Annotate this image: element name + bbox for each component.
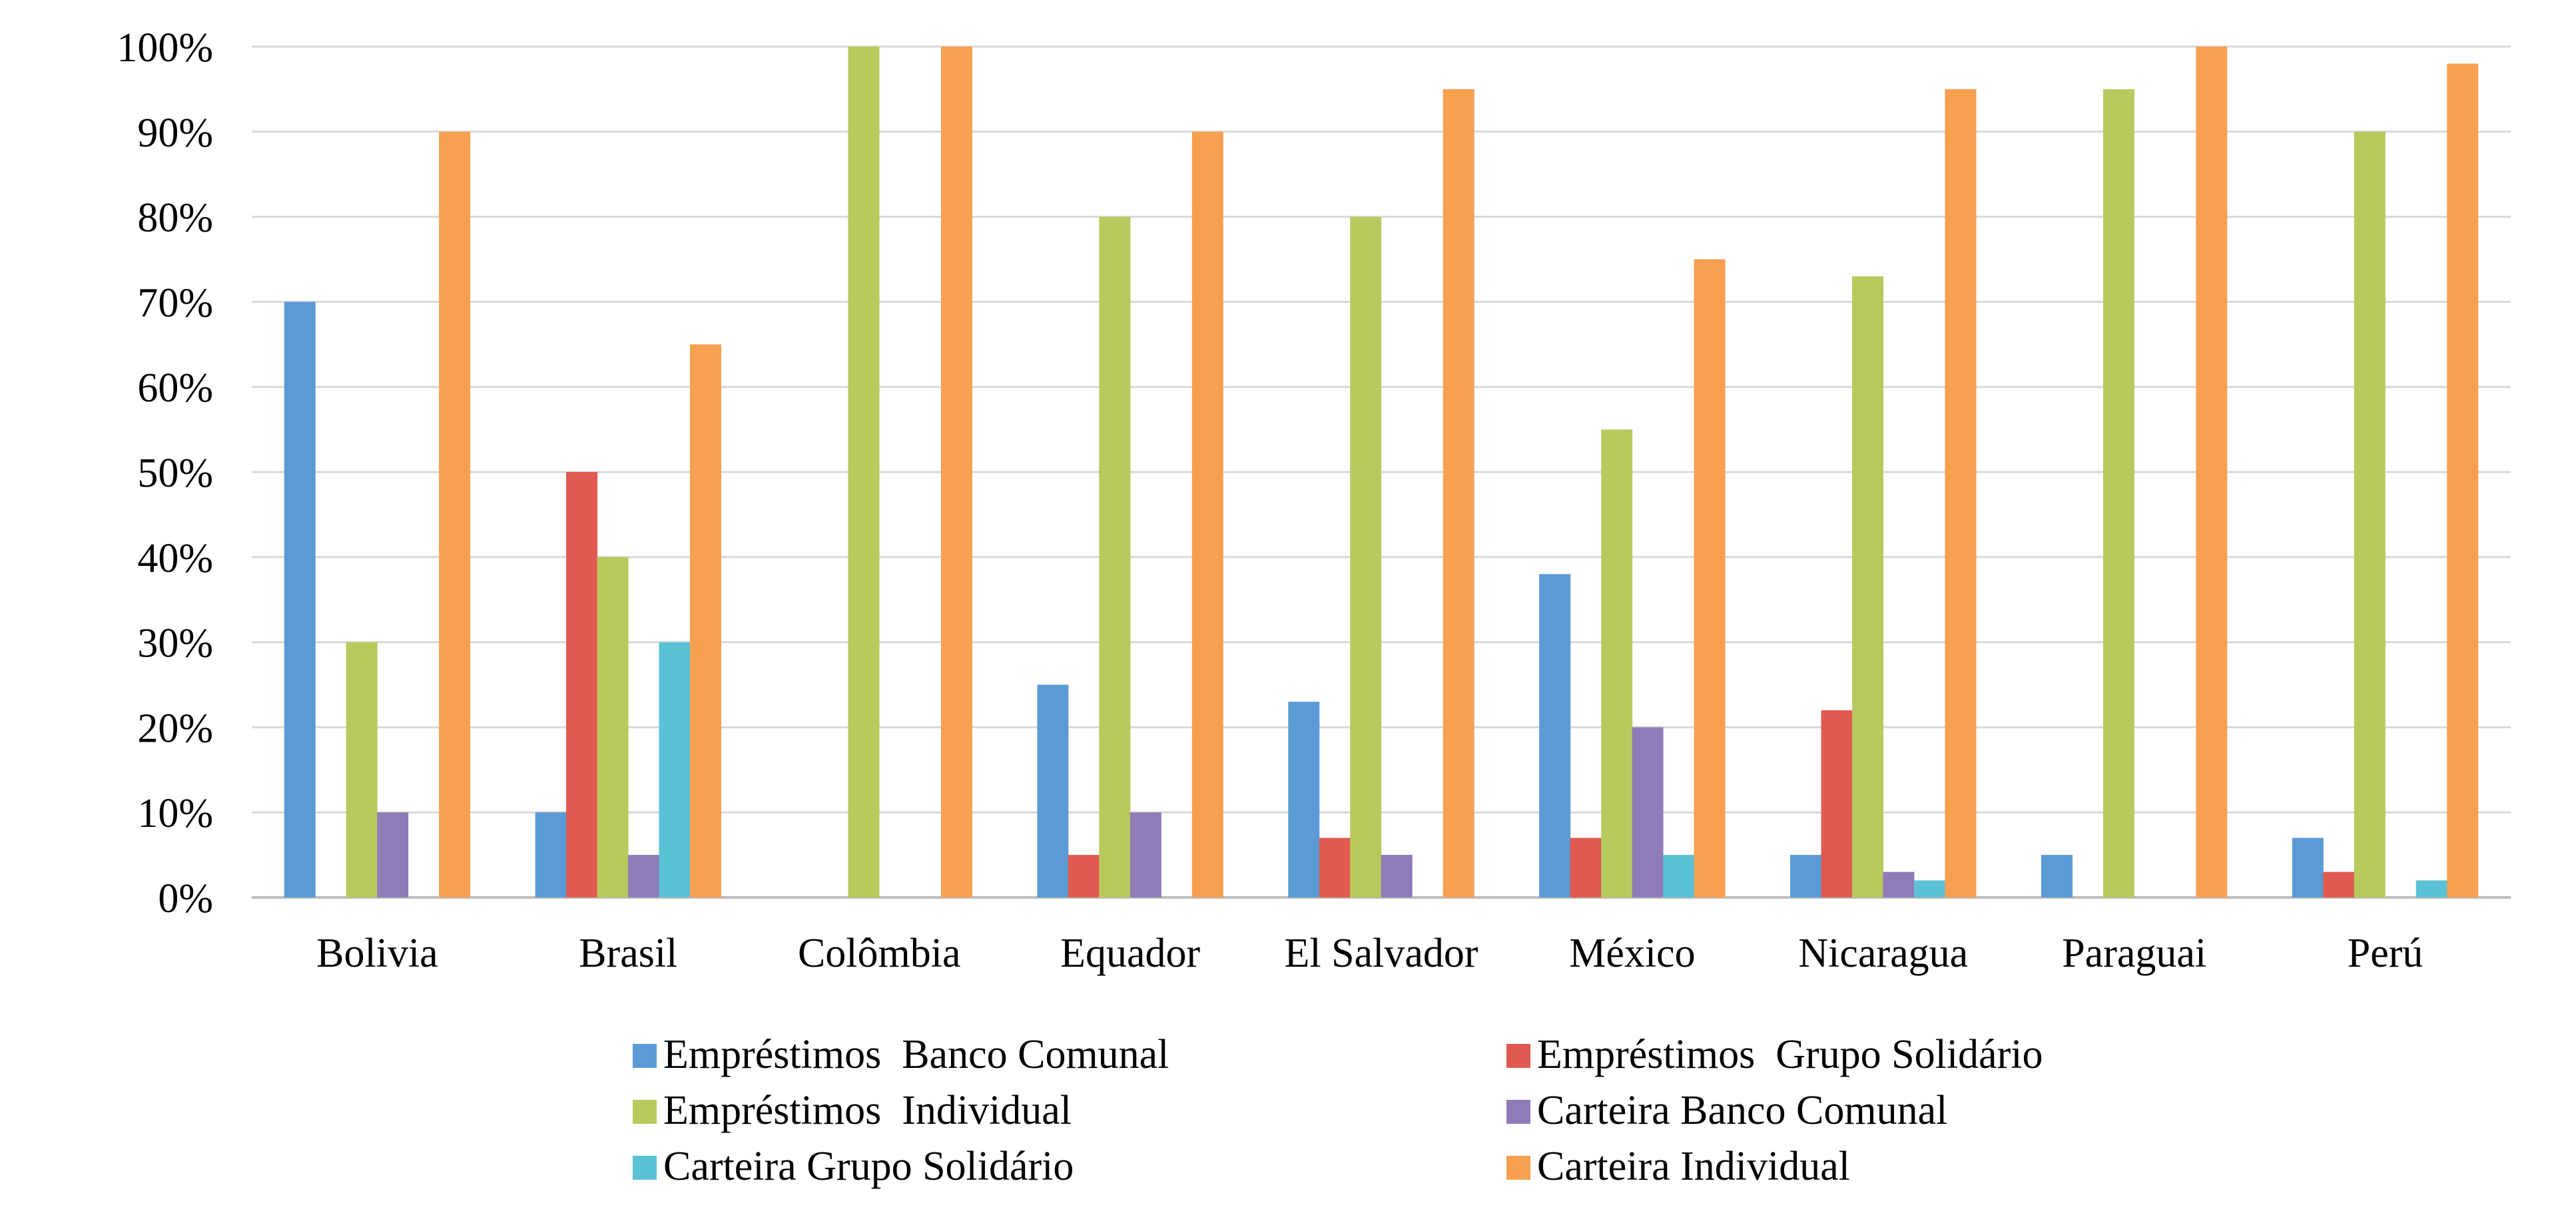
bar-1-nicaragua <box>1790 855 1822 897</box>
x-axis-tick-labels: Bolivia Brasil Colômbia Equador El Salvador M… <box>316 931 2423 976</box>
legend-swatch <box>633 1100 657 1124</box>
bar-2-perú <box>2323 871 2355 897</box>
legend-label: Carteira Grupo Solidário <box>663 1144 1074 1189</box>
bar-2-nicaragua <box>1821 710 1853 897</box>
bar-1-brasil <box>535 812 567 897</box>
bar-6-méxico <box>1694 259 1726 897</box>
bar-1-equador <box>1037 684 1069 897</box>
x-tick-label: Equador <box>1060 931 1200 976</box>
bar-4-méxico <box>1632 727 1664 897</box>
bar-1-paraguai <box>2041 855 2073 897</box>
x-tick-label: Nicaragua <box>1798 931 1968 976</box>
bar-4-el-salvador <box>1381 855 1413 897</box>
bar-1-bolivia <box>284 302 316 897</box>
legend-label: Carteira Banco Comunal <box>1537 1088 1947 1133</box>
bar-3-el-salvador <box>1350 216 1382 898</box>
y-tick-label: 10% <box>137 791 213 836</box>
x-tick-label: El Salvador <box>1285 931 1478 976</box>
y-tick-label: 80% <box>137 196 213 241</box>
y-tick-label: 90% <box>137 111 213 156</box>
x-tick-label: Colômbia <box>798 931 961 976</box>
legend-swatch <box>1506 1156 1530 1180</box>
bar-2-el-salvador <box>1319 838 1351 897</box>
y-tick-label: 0% <box>158 876 213 921</box>
bar-6-perú <box>2447 63 2479 897</box>
bar-6-brasil <box>690 344 722 897</box>
bar-4-nicaragua <box>1883 871 1915 897</box>
legend-label: Carteira Individual <box>1537 1144 1850 1189</box>
bar-5-brasil <box>659 642 691 897</box>
y-axis-tick-labels: 0% 10% 20% 30% 40% 50% 60% 70% 80% 90% 100% <box>117 25 213 921</box>
legend-swatch <box>633 1044 657 1068</box>
bar-2-méxico <box>1570 838 1602 897</box>
y-tick-label: 30% <box>137 621 213 666</box>
x-tick-label: Bolivia <box>316 931 438 976</box>
bar-6-colômbia <box>940 47 972 897</box>
legend: Empréstimos Banco Comunal Empréstimos Gru… <box>633 1032 2043 1189</box>
bar-3-brasil <box>597 557 629 897</box>
bar-1-perú <box>2292 838 2324 897</box>
legend-label: Empréstimos Banco Comunal <box>663 1032 1169 1077</box>
legend-swatch <box>1506 1044 1530 1068</box>
bar-6-nicaragua <box>1945 89 1977 897</box>
y-tick-label: 40% <box>137 536 213 581</box>
bar-6-el-salvador <box>1443 89 1474 897</box>
bar-6-paraguai <box>2196 47 2228 897</box>
bar-4-brasil <box>628 855 660 897</box>
x-tick-label: Perú <box>2348 931 2423 976</box>
x-tick-label: México <box>1569 931 1695 976</box>
bar-3-perú <box>2354 131 2386 897</box>
bar-5-nicaragua <box>1914 880 1946 897</box>
bar-3-nicaragua <box>1852 276 1884 897</box>
y-tick-label: 50% <box>137 451 213 496</box>
bar-2-brasil <box>566 472 598 897</box>
bar-3-equador <box>1099 216 1131 898</box>
bar-5-méxico <box>1663 855 1695 897</box>
bar-4-bolivia <box>377 812 409 897</box>
y-tick-label: 70% <box>137 280 213 326</box>
y-tick-label: 20% <box>137 706 213 751</box>
bar-1-el-salvador <box>1288 702 1320 897</box>
bars <box>284 47 2479 898</box>
legend-swatch <box>1506 1100 1530 1124</box>
legend-label: Empréstimos Individual <box>663 1088 1072 1133</box>
y-tick-label: 100% <box>117 25 213 71</box>
bar-6-equador <box>1191 131 1223 897</box>
bar-3-colômbia <box>848 47 880 897</box>
bar-5-perú <box>2415 880 2447 897</box>
bar-3-paraguai <box>2102 89 2134 897</box>
bar-3-bolivia <box>346 642 378 897</box>
legend-swatch <box>633 1156 657 1180</box>
bar-2-equador <box>1068 855 1100 897</box>
bar-4-equador <box>1129 812 1161 897</box>
bar-6-bolivia <box>439 131 471 897</box>
x-tick-label: Brasil <box>579 931 677 976</box>
bar-1-méxico <box>1539 574 1571 897</box>
y-tick-label: 60% <box>137 366 213 411</box>
x-tick-label: Paraguai <box>2062 931 2206 976</box>
bar-3-méxico <box>1601 429 1633 897</box>
legend-label: Empréstimos Grupo Solidário <box>1537 1032 2043 1077</box>
